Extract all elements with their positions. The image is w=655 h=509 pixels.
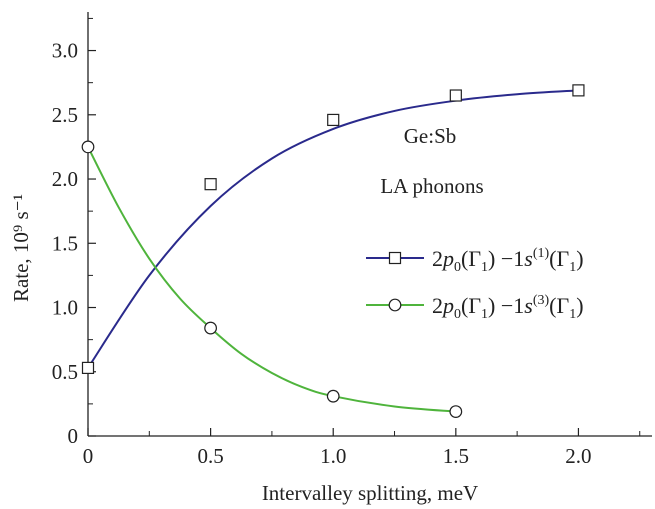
- curves: [87, 89, 579, 413]
- data-point-square: [204, 178, 217, 191]
- data-point-square: [572, 84, 585, 97]
- data-point-square: [327, 113, 340, 127]
- y-tick-label: 2.0: [52, 167, 78, 191]
- data-point-circle: [204, 321, 218, 335]
- annotation-material: Ge:Sb: [404, 124, 457, 148]
- x-tick-label: 0: [83, 444, 94, 468]
- axes: 0 0.5 1.0 1.5 2.0 0 0.5 1.0 1.5 2.0 2.5 3.0: [52, 12, 652, 468]
- x-axis-label: Intervalley splitting, meV: [262, 481, 478, 505]
- y-tick-label: 1.0: [52, 296, 78, 320]
- markers: [81, 84, 585, 418]
- x-tick-label: 2.0: [565, 444, 591, 468]
- legend-entry-1s1: 2p0(Γ1) −1s(1)(Γ1): [366, 246, 584, 275]
- legend: 2p0(Γ1) −1s(1)(Γ1) 2p0(Γ1) −1s(3)(Γ1): [366, 246, 584, 322]
- y-tick-label: 0: [68, 424, 79, 448]
- series-line-1s3: [87, 146, 456, 413]
- legend-marker-1s1: [388, 251, 402, 265]
- legend-marker-1s3: [388, 298, 402, 312]
- data-point-square: [449, 89, 462, 102]
- y-tick-label: 1.5: [52, 231, 78, 255]
- annotation-phonons: LA phonons: [380, 174, 483, 198]
- series-line-1s1: [87, 89, 579, 369]
- x-tick-label: 0.5: [197, 444, 223, 468]
- data-point-circle: [326, 389, 340, 403]
- y-tick-label: 0.5: [52, 360, 78, 384]
- x-tick-label: 1.5: [443, 444, 469, 468]
- y-tick-label: 2.5: [52, 103, 78, 127]
- legend-label-1s1: 2p0(Γ1) −1s(1)(Γ1): [432, 246, 584, 275]
- data-point-square: [81, 361, 95, 375]
- y-axis-label: Rate, 10⁹ s⁻¹: [9, 194, 33, 302]
- legend-entry-1s3: 2p0(Γ1) −1s(3)(Γ1): [366, 293, 584, 322]
- x-tick-label: 1.0: [320, 444, 346, 468]
- legend-label-1s3: 2p0(Γ1) −1s(3)(Γ1): [432, 293, 584, 322]
- data-point-circle: [81, 140, 95, 154]
- data-point-circle: [449, 405, 463, 418]
- y-tick-label: 3.0: [52, 39, 78, 63]
